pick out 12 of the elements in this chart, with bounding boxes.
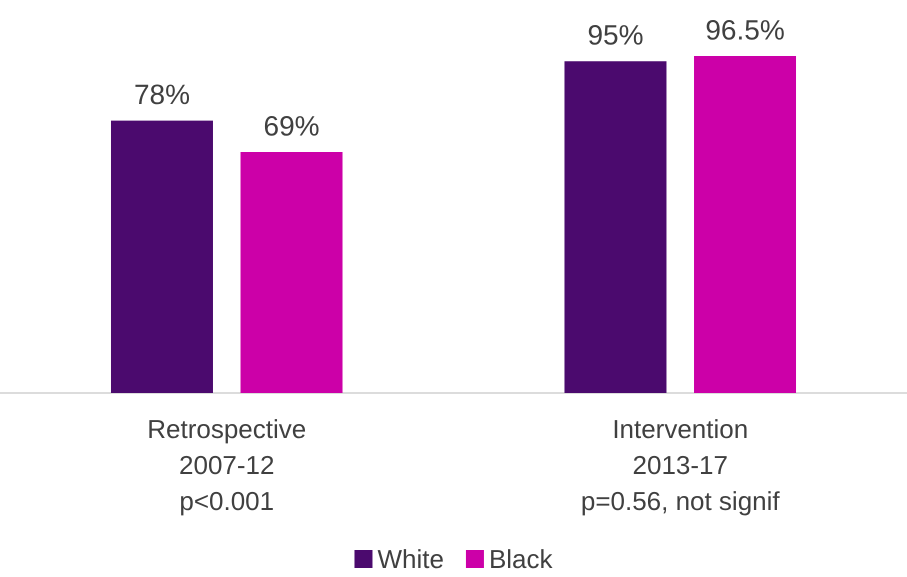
legend-label: Black	[488, 544, 554, 574]
data-label: 69%	[263, 110, 320, 142]
bar	[110, 120, 213, 393]
data-label: 96.5%	[705, 14, 785, 46]
legend-label: White	[377, 544, 444, 574]
data-label: 95%	[587, 20, 644, 51]
bar	[240, 152, 343, 393]
x-tick-label: Retrospective 2007-12 p<0.001	[147, 414, 306, 516]
bar	[694, 56, 796, 393]
data-label: 78%	[134, 79, 190, 110]
bar	[564, 61, 666, 393]
x-tick-label: Intervention 2013-17 p=0.56, not signif	[580, 414, 780, 516]
